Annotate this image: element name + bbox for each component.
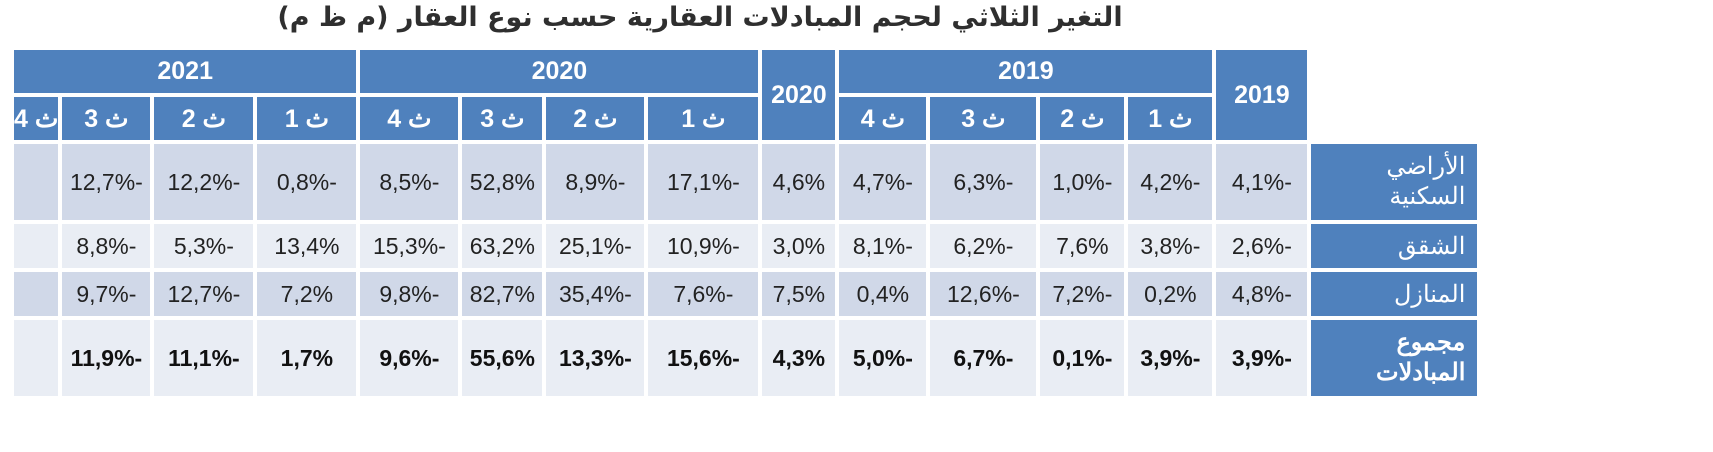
cell-q2-2019: 7,6% (1040, 224, 1125, 268)
header-group-2019: 2019 (839, 50, 1213, 93)
row-label-apartments: الشقق (1311, 224, 1478, 268)
header-q2-2021: ث 2 (154, 97, 254, 140)
table-title: التغير الثلاثي لحجم المبادلات العقارية ح… (277, 2, 1123, 33)
header-q1-2019: ث 1 (1128, 97, 1213, 140)
cell-year-2020: 7,5% (762, 272, 836, 316)
row-label-line: المبادلات (1376, 359, 1466, 386)
header-q4-2020: ث 4 (360, 97, 459, 140)
cell-q1-2021: 1,7% (257, 320, 357, 396)
header-year-2019: 2019 (1216, 50, 1308, 140)
table-row-apartments: الشقق -2,6% -3,8% 7,6% -6,2% -8,1% 3,0% … (14, 224, 1478, 268)
header-corner (1311, 50, 1478, 93)
cell-q3-2019: -6,7% (930, 320, 1037, 396)
cell-q2-2020: -25,1% (546, 224, 645, 268)
cell-q3-2020: 55,6% (462, 320, 543, 396)
row-label-total: مجموع المبادلات (1311, 320, 1478, 396)
cell-q3-2021: -8,8% (62, 224, 151, 268)
header-group-2020: 2020 (360, 50, 759, 93)
header-q3-2021: ث 3 (62, 97, 151, 140)
header-q1-2020: ث 1 (648, 97, 759, 140)
cell-year-2020: 4,3% (762, 320, 836, 396)
cell-q3-2020: 82,7% (462, 272, 543, 316)
header-q3-2019: ث 3 (930, 97, 1037, 140)
cell-q3-2020: 63,2% (462, 224, 543, 268)
cell-year-2019: -2,6% (1216, 224, 1308, 268)
row-label-line: الأراضي (1386, 153, 1466, 180)
cell-year-2019: -3,9% (1216, 320, 1308, 396)
cell-q3-2021: -9,7% (62, 272, 151, 316)
row-label-residential-land: الأراضي السكنية (1311, 144, 1478, 220)
cell-q2-2020: -8,9% (546, 144, 645, 220)
cell-q4-2021 (14, 224, 59, 268)
header-q4-2019: ث 4 (839, 97, 927, 140)
cell-q4-2020: -8,5% (360, 144, 459, 220)
cell-q2-2019: -0,1% (1040, 320, 1125, 396)
header-group-2021: 2021 (14, 50, 357, 93)
table-row-residential-land: الأراضي السكنية -4,1% -4,2% -1,0% -6,3% -… (14, 144, 1478, 220)
row-label-line: مجموع (1396, 329, 1466, 356)
cell-q4-2019: 0,4% (839, 272, 927, 316)
header-q2-2020: ث 2 (546, 97, 645, 140)
cell-q1-2020: -10,9% (648, 224, 759, 268)
cell-q1-2019: -3,8% (1128, 224, 1213, 268)
cell-q4-2021 (14, 144, 59, 220)
cell-q4-2019: -4,7% (839, 144, 927, 220)
quarterly-change-table: 2019 2019 2020 2020 2021 ث 1 ث 2 ث 3 ث 4… (10, 46, 1481, 400)
cell-q3-2020: 52,8% (462, 144, 543, 220)
header-q3-2020: ث 3 (462, 97, 543, 140)
header-q1-2021: ث 1 (257, 97, 357, 140)
cell-q2-2021: -11,1% (154, 320, 254, 396)
cell-year-2019: -4,8% (1216, 272, 1308, 316)
cell-q4-2020: -15,3% (360, 224, 459, 268)
cell-q1-2019: -3,9% (1128, 320, 1213, 396)
cell-q2-2020: -35,4% (546, 272, 645, 316)
cell-q4-2021 (14, 272, 59, 316)
row-label-line: السكنية (1389, 183, 1466, 210)
cell-q1-2021: -0,8% (257, 144, 357, 220)
cell-q1-2019: -4,2% (1128, 144, 1213, 220)
cell-q1-2020: -7,6% (648, 272, 759, 316)
cell-year-2020: 4,6% (762, 144, 836, 220)
header-year-2020: 2020 (762, 50, 836, 140)
cell-q4-2020: -9,6% (360, 320, 459, 396)
cell-q2-2021: -12,2% (154, 144, 254, 220)
cell-q3-2019: -6,3% (930, 144, 1037, 220)
cell-q3-2021: -11,9% (62, 320, 151, 396)
cell-year-2019: -4,1% (1216, 144, 1308, 220)
cell-q3-2019: -6,2% (930, 224, 1037, 268)
header-q2-2019: ث 2 (1040, 97, 1125, 140)
cell-q2-2020: -13,3% (546, 320, 645, 396)
cell-q1-2020: -17,1% (648, 144, 759, 220)
header-corner-2 (1311, 97, 1478, 140)
cell-q2-2019: -7,2% (1040, 272, 1125, 316)
header-q4-2021: ث 4 (14, 97, 59, 140)
cell-q1-2020: -15,6% (648, 320, 759, 396)
cell-q4-2019: -8,1% (839, 224, 927, 268)
cell-q2-2021: -5,3% (154, 224, 254, 268)
cell-q2-2021: -12,7% (154, 272, 254, 316)
cell-q1-2021: 13,4% (257, 224, 357, 268)
cell-q4-2019: -5,0% (839, 320, 927, 396)
table-row-total: مجموع المبادلات -3,9% -3,9% -0,1% -6,7% -… (14, 320, 1478, 396)
cell-q4-2020: -9,8% (360, 272, 459, 316)
row-label-houses: المنازل (1311, 272, 1478, 316)
cell-q2-2019: -1,0% (1040, 144, 1125, 220)
table-row-houses: المنازل -4,8% 0,2% -7,2% -12,6% 0,4% 7,5… (14, 272, 1478, 316)
cell-year-2020: 3,0% (762, 224, 836, 268)
cell-q1-2019: 0,2% (1128, 272, 1213, 316)
cell-q1-2021: 7,2% (257, 272, 357, 316)
cell-q3-2021: -12,7% (62, 144, 151, 220)
cell-q3-2019: -12,6% (930, 272, 1037, 316)
cell-q4-2021 (14, 320, 59, 396)
